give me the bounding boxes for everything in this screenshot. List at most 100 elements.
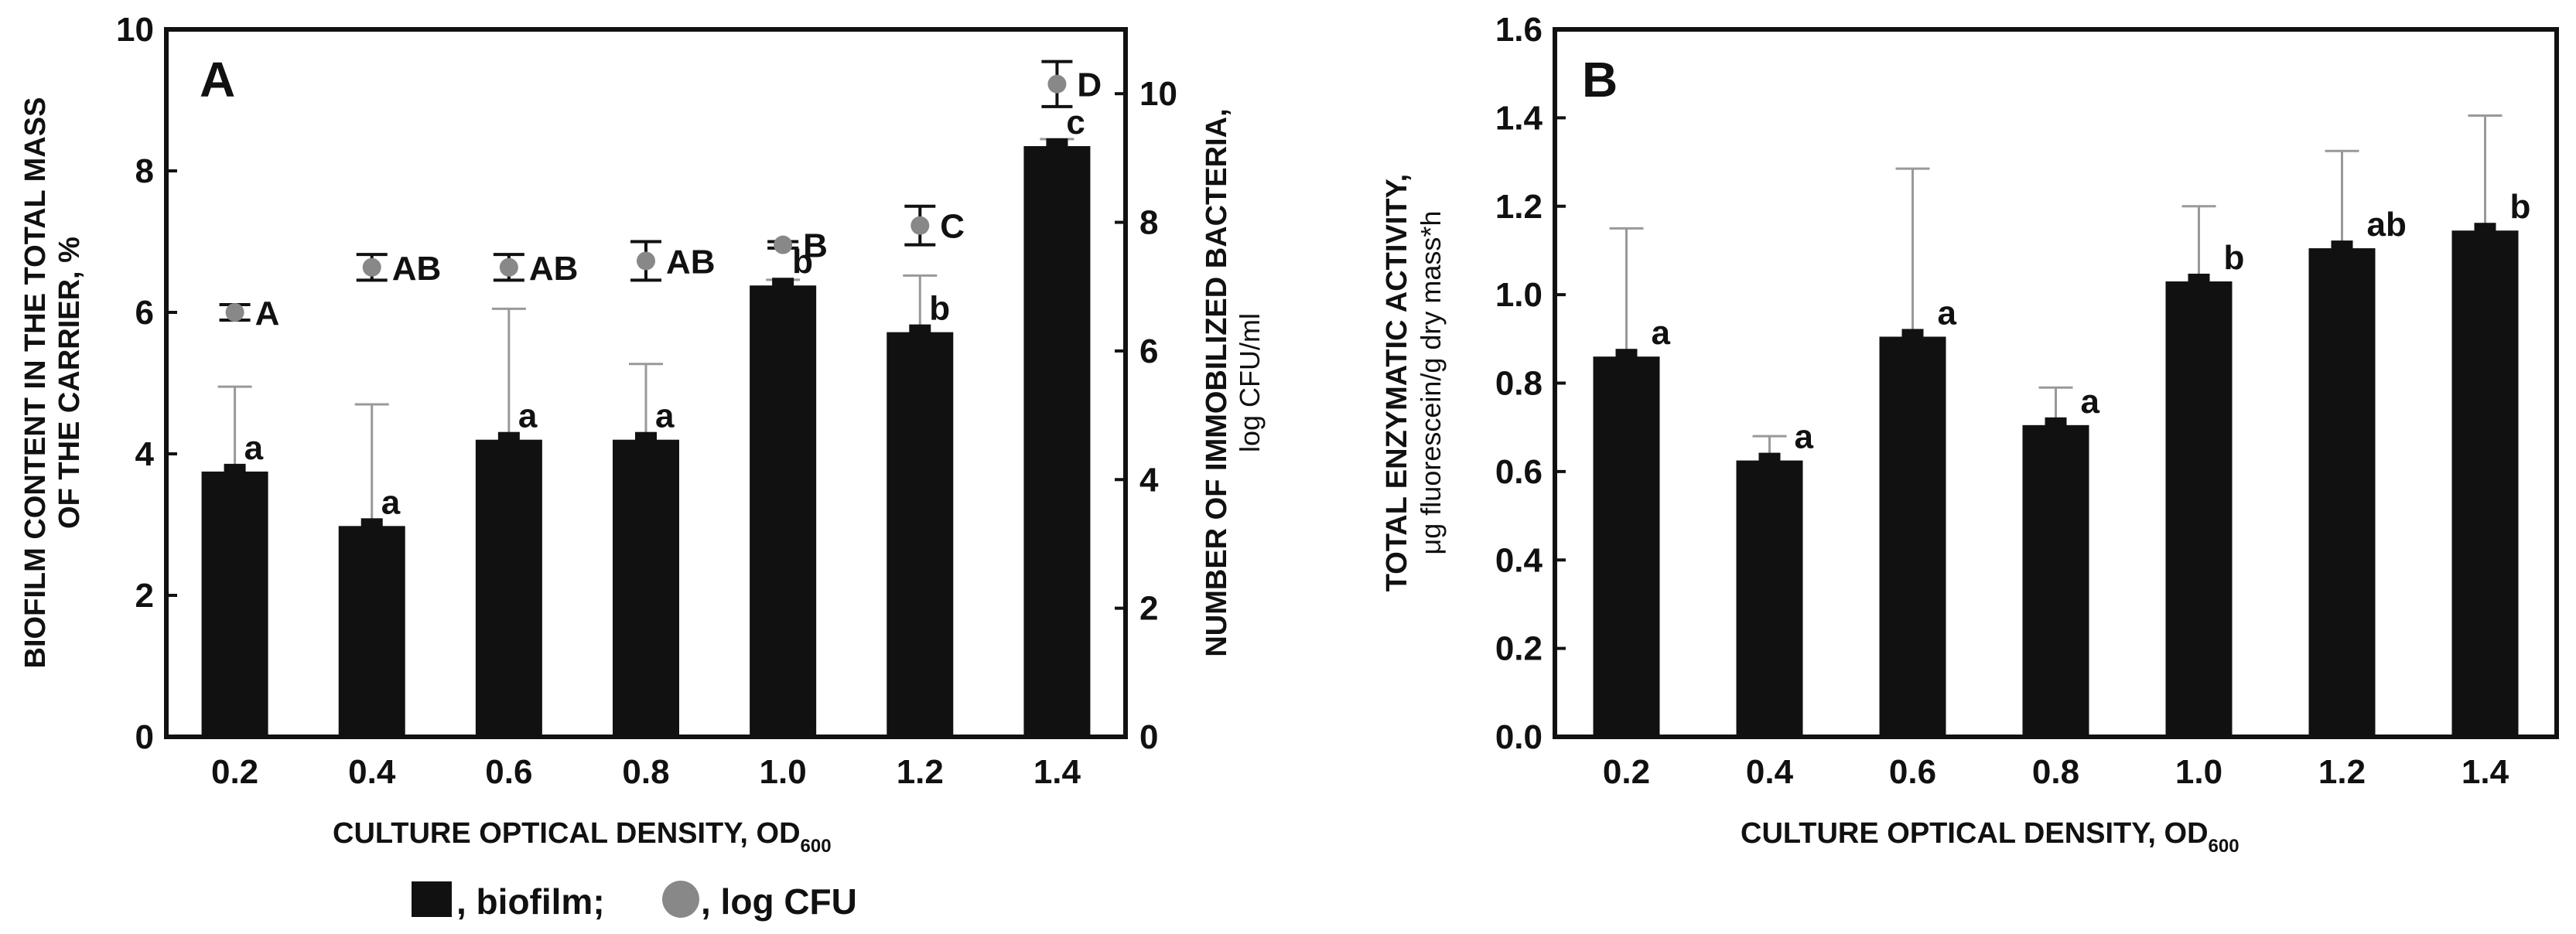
panel-a-xtick-label: 1.4	[1033, 753, 1081, 791]
panel-a-bar-sig-label: a	[381, 483, 401, 521]
panel-a-label: A	[200, 52, 235, 107]
panel-a-cfu-sig-label: AB	[529, 250, 579, 288]
panel-a-ylabel-line2: OF THE CARRIER, %	[53, 237, 86, 529]
panel-b-xlabel-main: CULTURE OPTICAL DENSITY, OD	[1741, 817, 2209, 850]
panel-a-xlabel: CULTURE OPTICAL DENSITY, OD600	[333, 817, 832, 857]
panel-a-bar-sig-label: a	[244, 429, 264, 467]
panel-b-bar-error-lower	[2474, 223, 2496, 233]
panel-b-bar-error-lower	[1615, 349, 1638, 359]
panel-a-xtick-label: 1.0	[760, 753, 807, 791]
panel-b-bar-sig-label: a	[1938, 294, 1957, 332]
panel-a-xtick-label: 1.2	[897, 753, 944, 791]
panel-a-ytick-label: 2	[135, 577, 154, 615]
panel-b: B 0.00.20.40.60.81.01.21.41.6 0.2 0.4 0.6 0…	[1381, 11, 2559, 857]
panel-b-xlabel: CULTURE OPTICAL DENSITY, OD600	[1741, 817, 2239, 857]
panel-b-bar-sig-label: a	[1795, 418, 1814, 456]
panel-a-xtick-label: 0.8	[622, 753, 669, 791]
panel-a-bar-sig-label: a	[518, 397, 538, 435]
panel-b-bar	[2451, 230, 2519, 737]
panel-a-y2tick-label: 6	[1139, 332, 1158, 370]
panel-b-ytick-label: 0.0	[1495, 718, 1543, 756]
panel-b-xtick-label: 1.4	[2462, 753, 2509, 791]
panel-a-bar-error-lower	[772, 278, 794, 288]
panel-b-ytick-label: 0.8	[1495, 365, 1543, 403]
panel-a-cfu-point	[499, 257, 518, 277]
panel-a-bar-error-lower	[224, 463, 246, 473]
panel-a-y2tick-label: 10	[1139, 75, 1177, 113]
panel-a-xlabel-subscript: 600	[801, 836, 832, 857]
panel-b-xtick-label: 0.8	[2032, 753, 2079, 791]
panel-a-bar	[613, 439, 679, 737]
panel-a-y2label-line2: log CFU/ml	[1234, 313, 1266, 452]
panel-a-xtick-label: 0.2	[211, 753, 258, 791]
panel-a-cfu-sig-label: B	[803, 227, 828, 265]
panel-b-bar-sig-label: a	[1652, 314, 1671, 352]
panel-a-x-axis: 0.2 0.4 0.6 0.8 1.0 1.2 1.4	[211, 726, 1081, 791]
panel-a-bar-error-lower	[497, 431, 520, 441]
legend-dot-swatch	[662, 881, 699, 918]
panel-a-cfu-sig-label: AB	[666, 243, 716, 281]
legend-dot-label: , log CFU	[701, 881, 857, 922]
panel-a-bar-sig-label: b	[929, 290, 950, 328]
panel-b-ytick-label: 0.6	[1495, 453, 1543, 491]
panel-a-cfu-point	[774, 235, 793, 254]
panel-a-bar-sig-label: a	[655, 397, 675, 435]
panel-b-bar	[1736, 460, 1803, 737]
panel-b-bar-error-lower	[1758, 452, 1781, 462]
panel-a-xtick-label: 0.6	[485, 753, 532, 791]
panel-a-ylabel-line1: BIOFILM CONTENT IN THE TOTAL MASS	[19, 97, 52, 669]
panel-a-cfu-sig-label: D	[1077, 66, 1102, 104]
panel-a-bar	[201, 471, 268, 737]
panel-b-bar-error-lower	[1901, 329, 1924, 339]
panel-b-bar-sig-label: b	[2224, 239, 2245, 277]
panel-a-bar-error-lower	[1046, 138, 1068, 148]
panel-b-ytick-label: 1.4	[1495, 99, 1543, 137]
panel-a-bar-error-lower	[909, 324, 931, 334]
legend-bar-swatch	[412, 881, 452, 917]
panel-a-ytick-label: 6	[135, 294, 154, 332]
panel-a-bar	[1023, 145, 1091, 738]
panel-b-xtick-label: 0.2	[1603, 753, 1650, 791]
panel-a-ytick-label: 4	[135, 435, 155, 473]
panel-b-bar	[2165, 281, 2233, 737]
panel-b-bar-sig-label: a	[2081, 383, 2100, 421]
panel-a-cfu-sig-label: AB	[392, 250, 442, 288]
panel-a-y2tick-label: 8	[1139, 204, 1158, 242]
panel-a-bar	[338, 526, 405, 737]
panel-a-y2tick-label: 2	[1139, 590, 1158, 628]
panel-b-ytick-label: 1.0	[1495, 276, 1543, 314]
panel-b-bar-error-lower	[2331, 240, 2353, 251]
panel-a-y2label-line1: NUMBER OF IMMOBILIZED BACTERIA,	[1201, 108, 1233, 656]
legend: , biofilm; , log CFU	[412, 881, 857, 922]
panel-b-label: B	[1582, 52, 1618, 107]
panel-b-bar	[1879, 336, 1946, 737]
panel-b-xlabel-subscript: 600	[2209, 836, 2239, 857]
panel-a-cfu-sig-label: A	[255, 295, 280, 332]
legend-bar-label: , biofilm;	[456, 881, 605, 922]
panel-a-xlabel-main: CULTURE OPTICAL DENSITY, OD	[333, 817, 801, 850]
panel-b-xtick-label: 1.2	[2318, 753, 2366, 791]
panel-a-y2tick-label: 4	[1139, 461, 1159, 499]
panel-a-xtick-label: 0.4	[348, 753, 396, 791]
panel-a-cfu-point	[362, 257, 381, 277]
panel-a-cfu-points: A AB AB AB B C D	[219, 60, 1102, 332]
panel-a-cfu-point	[910, 216, 930, 235]
panel-b-bar-error-lower	[2045, 417, 2067, 427]
panel-b-xtick-label: 1.0	[2175, 753, 2222, 791]
panel-a-cfu-point	[637, 251, 655, 271]
panel-a-cfu-sig-label: C	[940, 208, 965, 246]
panel-b-bar-sig-label: b	[2510, 188, 2531, 226]
panel-b-ytick-label: 1.6	[1495, 11, 1543, 49]
panel-a-ytick-label: 8	[135, 152, 154, 190]
panel-b-ytick-label: 0.4	[1495, 541, 1543, 579]
panel-b-ylabel-line1: TOTAL ENZYMATIC ACTIVITY,	[1381, 174, 1413, 591]
panel-b-bar	[2022, 424, 2089, 737]
panel-b-ytick-label: 0.2	[1495, 630, 1543, 668]
panel-b-ylabel-line2: μg fluorescein/g dry mass*h	[1415, 211, 1447, 555]
panel-b-ytick-label: 1.2	[1495, 188, 1543, 226]
panel-a-cfu-point	[1047, 74, 1067, 94]
